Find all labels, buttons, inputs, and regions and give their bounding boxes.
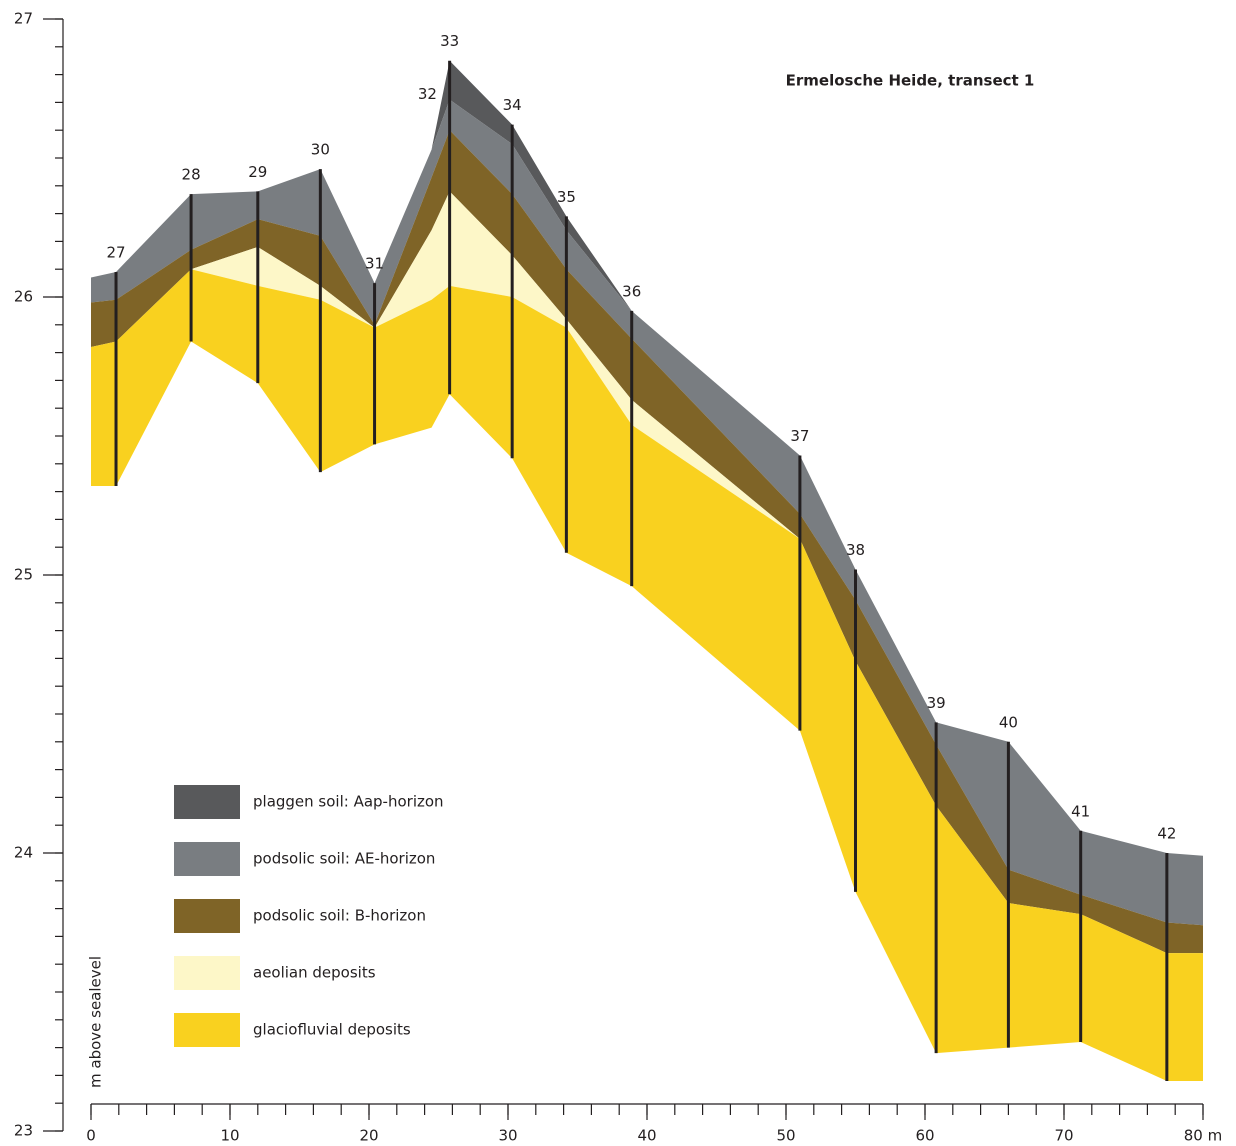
borehole-label: 28: [182, 166, 201, 184]
borehole-label: 39: [927, 694, 946, 712]
layer: [91, 130, 1203, 954]
y-tick-label: 23: [14, 1122, 33, 1140]
layer: [91, 191, 1203, 954]
borehole-label: 33: [440, 32, 459, 50]
x-tick-label: 0: [86, 1127, 96, 1145]
chart-title: Ermelosche Heide, transect 1: [786, 72, 1035, 90]
borehole-label: 29: [248, 163, 267, 181]
borehole-label: 42: [1157, 825, 1176, 843]
legend-label: podsolic soil: B-horizon: [253, 907, 426, 925]
borehole-label: 32: [418, 85, 437, 103]
borehole-label: 35: [557, 188, 576, 206]
borehole-label: 40: [999, 713, 1018, 731]
borehole-label: 41: [1071, 802, 1090, 820]
borehole-label: 38: [846, 541, 865, 559]
y-tick-label: 26: [14, 288, 33, 306]
layer: [91, 99, 1203, 926]
borehole-label: 34: [503, 96, 522, 114]
x-tick-label: 80 m: [1184, 1127, 1222, 1145]
y-tick-label: 25: [14, 566, 33, 584]
y-tick-label: 27: [14, 10, 33, 28]
borehole-label: 37: [790, 427, 809, 445]
borehole-label: 27: [106, 243, 125, 261]
x-tick-label: 50: [776, 1127, 795, 1145]
x-tick-label: 30: [498, 1127, 517, 1145]
legend-label: aeolian deposits: [253, 964, 376, 982]
legend-swatch: [174, 1013, 240, 1047]
legend-swatch: [174, 842, 240, 876]
legend-label: podsolic soil: AE-horizon: [253, 850, 435, 868]
legend-swatch: [174, 899, 240, 933]
y-tick-label: 24: [14, 844, 33, 862]
legend-label: plaggen soil: Aap-horizon: [253, 793, 444, 811]
borehole-label: 31: [365, 255, 384, 273]
x-tick-label: 40: [637, 1127, 656, 1145]
y-axis-label: m above sealevel: [87, 956, 105, 1088]
x-tick-label: 70: [1054, 1127, 1073, 1145]
borehole-label: 36: [622, 282, 641, 300]
legend-swatch: [174, 785, 240, 819]
x-tick-label: 10: [220, 1127, 239, 1145]
legend-swatch: [174, 956, 240, 990]
x-tick-label: 20: [359, 1127, 378, 1145]
legend-label: glaciofluvial deposits: [253, 1021, 411, 1039]
layer: [91, 269, 1203, 1081]
borehole-label: 30: [311, 141, 330, 159]
x-tick-label: 60: [915, 1127, 934, 1145]
